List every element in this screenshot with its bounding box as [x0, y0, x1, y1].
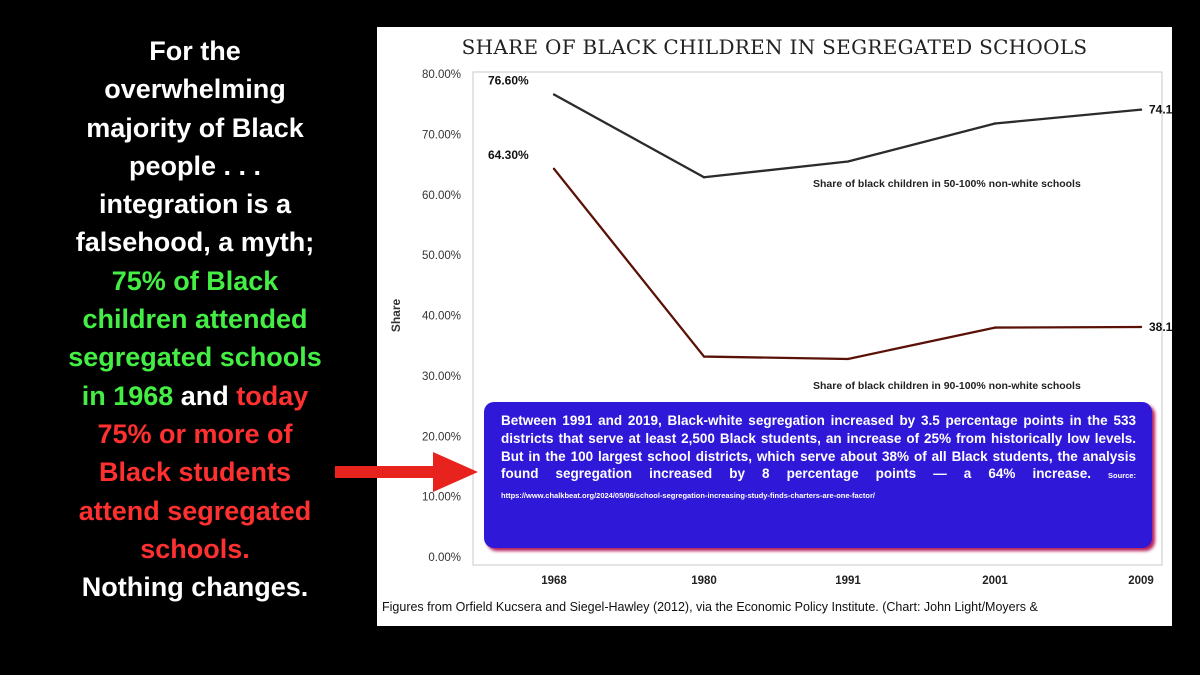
headline-line: For the	[20, 32, 370, 70]
y-tick-label: 20.00%	[422, 431, 461, 443]
series-line	[553, 93, 1142, 179]
headline-line: children attended	[20, 300, 370, 338]
headline-segment: majority of Black	[86, 112, 304, 143]
series-label: Share of black children in 50-100% non-w…	[813, 178, 1081, 190]
x-tick-label: 1968	[541, 575, 567, 587]
y-tick-label: 80.00%	[422, 69, 461, 81]
y-tick-label: 10.00%	[422, 492, 461, 504]
y-axis-label: Share	[389, 299, 403, 333]
headline-line: segregated schools	[20, 338, 370, 376]
headline-line: schools.	[20, 530, 370, 568]
data-label: 74.10%	[1149, 103, 1172, 117]
headline-line: falsehood, a myth;	[20, 223, 370, 261]
headline-line: Black students	[20, 453, 370, 491]
headline-segment: in 1968	[81, 380, 174, 411]
headline-segment: schools.	[140, 533, 250, 564]
headline-segment: Black students	[98, 457, 292, 488]
headline-segment: today	[236, 380, 309, 411]
data-point	[846, 160, 850, 163]
headline-segment: 75% or more of	[97, 418, 293, 449]
headline-segment: segregated schools	[68, 342, 322, 373]
headline-segment: overwhelming	[104, 74, 286, 105]
x-tick-label: 2001	[982, 575, 1008, 587]
data-point	[1139, 325, 1143, 329]
plot-frame	[472, 71, 1163, 566]
line-chart: 0.00% 10.00% 20.00% 30.00% 40.00% 50.00% 60.00…	[389, 69, 1172, 587]
headline-segment: Nothing changes.	[81, 572, 309, 603]
headline-segment: integration is a	[98, 189, 292, 220]
data-point	[552, 93, 556, 96]
callout-source: Source: https://www.chalkbeat.org/2024/0…	[501, 471, 1136, 501]
y-tick-label: 50.00%	[422, 250, 461, 262]
headline-line: overwhelming	[20, 70, 370, 108]
headline-segment: and	[173, 380, 237, 411]
headline-segment: children attended	[82, 304, 308, 335]
headline-segment: 75% of Black	[111, 265, 279, 296]
data-point	[846, 357, 850, 361]
headline-line: 75% of Black	[20, 262, 370, 300]
data-label: 76.60%	[488, 74, 529, 88]
headline-line: majority of Black	[20, 109, 370, 147]
x-tick-label: 1980	[691, 575, 717, 587]
chart-footer: Figures from Orfield Kucsera and Siegel-…	[382, 600, 1038, 614]
headline-line: Nothing changes.	[20, 568, 370, 606]
y-tick-label: 0.00%	[428, 552, 461, 564]
data-point	[702, 176, 706, 179]
y-tick-label: 70.00%	[422, 129, 461, 141]
data-point	[993, 326, 997, 329]
headline-line: 75% or more of	[20, 415, 370, 453]
data-label: 38.10%	[1149, 320, 1172, 334]
headline-segment: For the	[149, 36, 241, 66]
y-tick-label: 30.00%	[422, 371, 461, 383]
y-tick-label: 60.00%	[422, 190, 461, 202]
callout-text: Between 1991 and 2019, Black-white segre…	[501, 413, 1136, 482]
data-point	[552, 167, 556, 170]
data-label: 64.30%	[488, 148, 529, 162]
x-tick-label: 1991	[835, 575, 861, 587]
y-tick-label: 40.00%	[422, 311, 461, 323]
headline-text: For the overwhelming majority of Black peop…	[20, 32, 370, 606]
headline-segment: attend segregated	[78, 495, 312, 526]
headline-line: people . . .	[20, 147, 370, 185]
callout-box: Between 1991 and 2019, Black-white segre…	[484, 402, 1152, 548]
series-label: Share of black children in 90-100% non-w…	[813, 380, 1081, 392]
headline-segment: people . . .	[128, 150, 262, 181]
arrow-icon	[335, 452, 478, 492]
series-line	[553, 168, 1142, 361]
headline-line: integration is a	[20, 185, 370, 223]
chart-title: SHARE OF BLACK CHILDREN IN SEGREGATED SC…	[461, 35, 1088, 59]
headline-line: in 1968 and today	[20, 377, 370, 415]
data-point	[1139, 108, 1143, 111]
x-tick-label: 2009	[1128, 575, 1154, 587]
headline-line: attend segregated	[20, 492, 370, 530]
data-point	[702, 355, 706, 358]
data-point	[993, 122, 997, 125]
headline-segment: falsehood, a myth;	[75, 227, 315, 258]
